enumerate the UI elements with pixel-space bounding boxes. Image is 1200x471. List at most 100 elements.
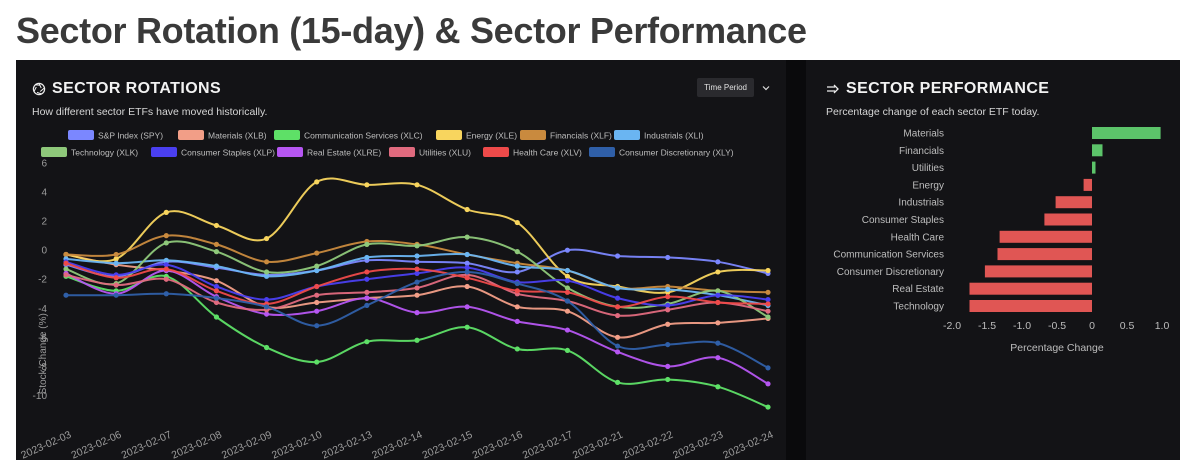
data-point	[314, 283, 320, 290]
legend-label: Consumer Staples (XLP)	[181, 148, 275, 158]
data-point	[314, 299, 320, 306]
legend-label: Utilities (XLU)	[419, 148, 471, 158]
data-point	[364, 254, 370, 261]
x-tick-label: 2023-02-22	[621, 429, 675, 460]
data-point	[113, 260, 119, 266]
legend-swatch	[436, 130, 462, 140]
data-point	[364, 339, 370, 345]
data-point	[665, 302, 671, 308]
data-point	[614, 295, 621, 301]
page-title: Sector Rotation (15-day) & Sector Perfor…	[16, 10, 807, 51]
data-point	[414, 292, 420, 298]
data-point	[765, 301, 771, 307]
data-point	[314, 308, 320, 314]
x-tick-label: 2023-02-24	[721, 429, 775, 460]
data-point	[614, 253, 621, 259]
data-point	[514, 280, 520, 287]
y-tick-label: 6	[41, 159, 47, 170]
data-point	[665, 363, 671, 369]
chevron-down-icon[interactable]	[762, 84, 770, 92]
legend-swatch	[483, 147, 509, 157]
performance-bar	[997, 248, 1092, 261]
data-point	[163, 233, 169, 239]
legend-swatch	[151, 147, 177, 157]
data-point	[213, 278, 220, 284]
data-point	[614, 349, 621, 355]
data-point	[564, 278, 571, 284]
rotations-title: SECTOR ROTATIONS	[52, 80, 222, 97]
legend-label: Financials (XLF)	[550, 131, 612, 141]
x-axis-label: Percentage Change	[1010, 342, 1104, 354]
data-point	[364, 302, 370, 308]
data-point	[213, 283, 220, 290]
x-tick-label: 1.0	[1155, 320, 1170, 332]
data-point	[765, 267, 771, 274]
data-point	[564, 298, 571, 304]
data-point	[113, 292, 119, 298]
legend-swatch	[274, 130, 300, 140]
y-axis-label: Stock Change (%)	[38, 313, 49, 394]
data-point	[715, 340, 721, 346]
x-tick-label: 2023-02-10	[270, 429, 324, 460]
time-period-select[interactable]: Time Period	[697, 78, 770, 97]
performance-title: SECTOR PERFORMANCE	[846, 80, 1050, 97]
data-point	[765, 289, 771, 295]
data-point	[564, 247, 571, 253]
data-point	[614, 334, 621, 340]
aperture-icon	[32, 82, 46, 96]
data-point	[464, 206, 470, 213]
x-tick-label: 2023-02-06	[69, 429, 123, 460]
y-tick-label: -6	[38, 333, 47, 344]
data-point	[715, 355, 721, 361]
data-point	[715, 288, 721, 294]
legend-label: Energy (XLE)	[466, 131, 517, 141]
data-point	[414, 310, 420, 316]
data-point	[765, 404, 771, 410]
data-point	[63, 260, 69, 266]
data-point	[564, 289, 571, 295]
data-point	[163, 240, 169, 246]
data-point	[514, 288, 520, 294]
data-point	[63, 292, 69, 298]
data-point	[514, 269, 520, 275]
data-point	[464, 275, 470, 281]
y-tick-label: 0	[41, 246, 47, 257]
data-point	[665, 341, 671, 348]
data-point	[514, 219, 520, 226]
data-point	[414, 279, 420, 285]
data-point	[364, 182, 370, 188]
x-tick-label: 2023-02-14	[370, 429, 424, 460]
x-tick-label: 2023-02-13	[320, 429, 374, 460]
data-point	[163, 257, 169, 263]
legend-swatch	[41, 147, 67, 157]
performance-subtitle: Percentage change of each sector ETF tod…	[826, 106, 1040, 118]
category-label: Health Care	[891, 232, 945, 243]
data-point	[263, 235, 270, 242]
data-point	[614, 343, 621, 349]
data-point	[715, 384, 721, 390]
category-label: Energy	[912, 180, 944, 191]
x-tick-label: 2023-02-08	[170, 429, 224, 460]
data-point	[464, 324, 470, 330]
data-point	[464, 251, 470, 258]
sector-performance-panel: SECTOR PERFORMANCE Percentage change of …	[806, 60, 1180, 460]
category-label: Financials	[899, 146, 944, 157]
y-tick-label: -4	[38, 304, 47, 315]
data-point	[614, 304, 621, 310]
data-point	[364, 269, 370, 275]
y-tick-label: 2	[41, 217, 47, 228]
data-point	[514, 346, 520, 352]
data-point	[314, 179, 320, 185]
x-tick-label: 2023-02-03	[19, 429, 73, 460]
data-point	[564, 347, 571, 354]
legend-swatch	[520, 130, 546, 140]
data-point	[364, 295, 370, 301]
data-point	[715, 320, 721, 326]
x-tick-label: -2.0	[943, 320, 961, 332]
x-tick-label: -1.0	[1013, 320, 1031, 332]
time-period-label[interactable]: Time Period	[697, 78, 754, 97]
y-tick-label: -2	[38, 275, 47, 286]
performance-bar	[1092, 161, 1096, 174]
data-point	[514, 263, 520, 269]
legend-swatch	[389, 147, 415, 157]
